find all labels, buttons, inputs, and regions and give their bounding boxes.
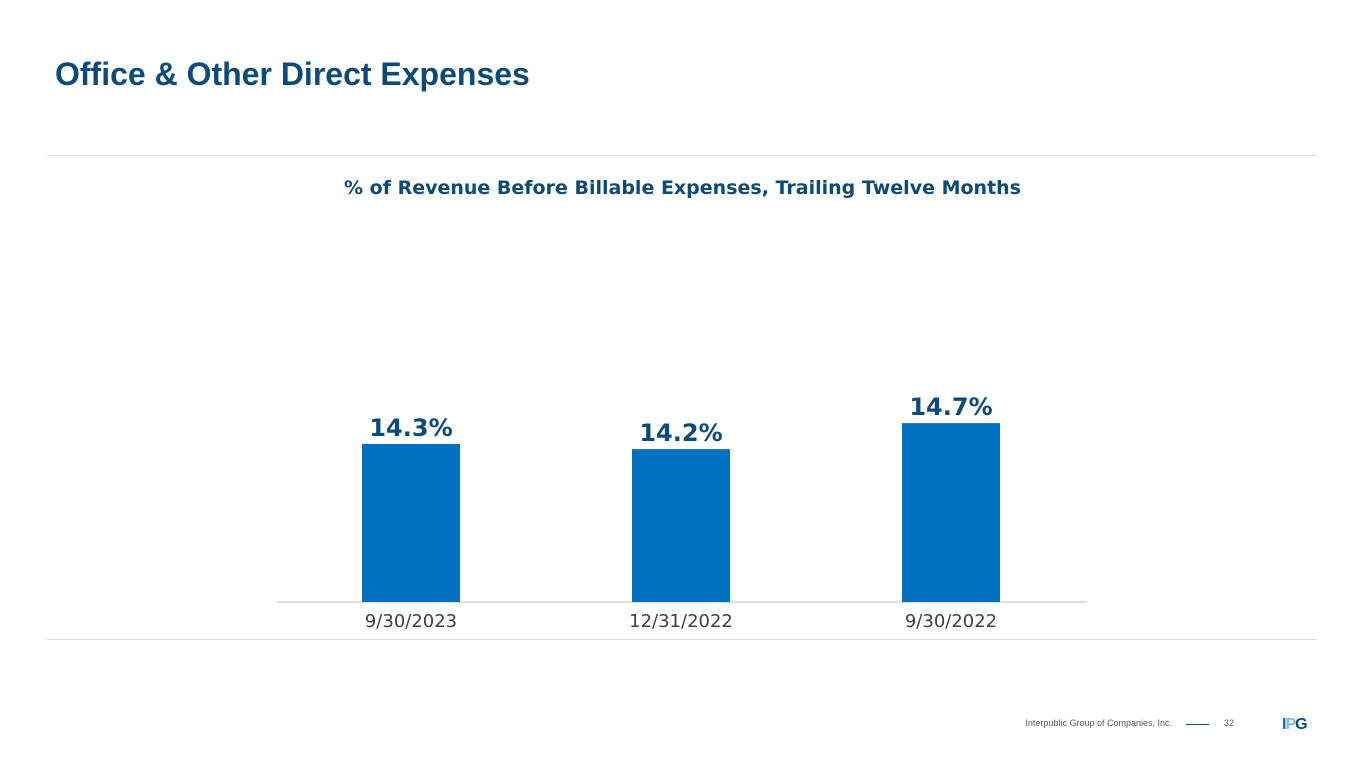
page-title: Office & Other Direct Expenses bbox=[55, 56, 530, 92]
x-tick-label-2: 9/30/2022 bbox=[905, 611, 997, 632]
data-label-2: 14.7% bbox=[909, 393, 992, 421]
data-label-0: 14.3% bbox=[369, 414, 452, 442]
page-number: 32 bbox=[1224, 718, 1235, 728]
footer: Interpublic Group of Companies, Inc. 32 … bbox=[0, 716, 1365, 734]
top-divider bbox=[47, 155, 1317, 156]
bar-0 bbox=[362, 443, 460, 602]
chart-title: % of Revenue Before Billable Expenses, T… bbox=[344, 177, 1021, 199]
data-label-1: 14.2% bbox=[639, 419, 722, 447]
logo-letter-p: P bbox=[1285, 716, 1296, 733]
logo-letter-g: G bbox=[1295, 716, 1307, 733]
x-tick-label-1: 12/31/2022 bbox=[629, 611, 733, 632]
bar-1 bbox=[632, 449, 730, 602]
logo-letter-i: I bbox=[1282, 716, 1287, 733]
bar-2 bbox=[902, 423, 1000, 602]
footer-company-name: Interpublic Group of Companies, Inc. bbox=[1025, 718, 1172, 728]
footer-separator bbox=[1186, 724, 1209, 725]
x-tick-label-0: 9/30/2023 bbox=[365, 611, 457, 632]
ipg-logo: IPG bbox=[1282, 716, 1308, 734]
bottom-divider bbox=[47, 639, 1317, 640]
